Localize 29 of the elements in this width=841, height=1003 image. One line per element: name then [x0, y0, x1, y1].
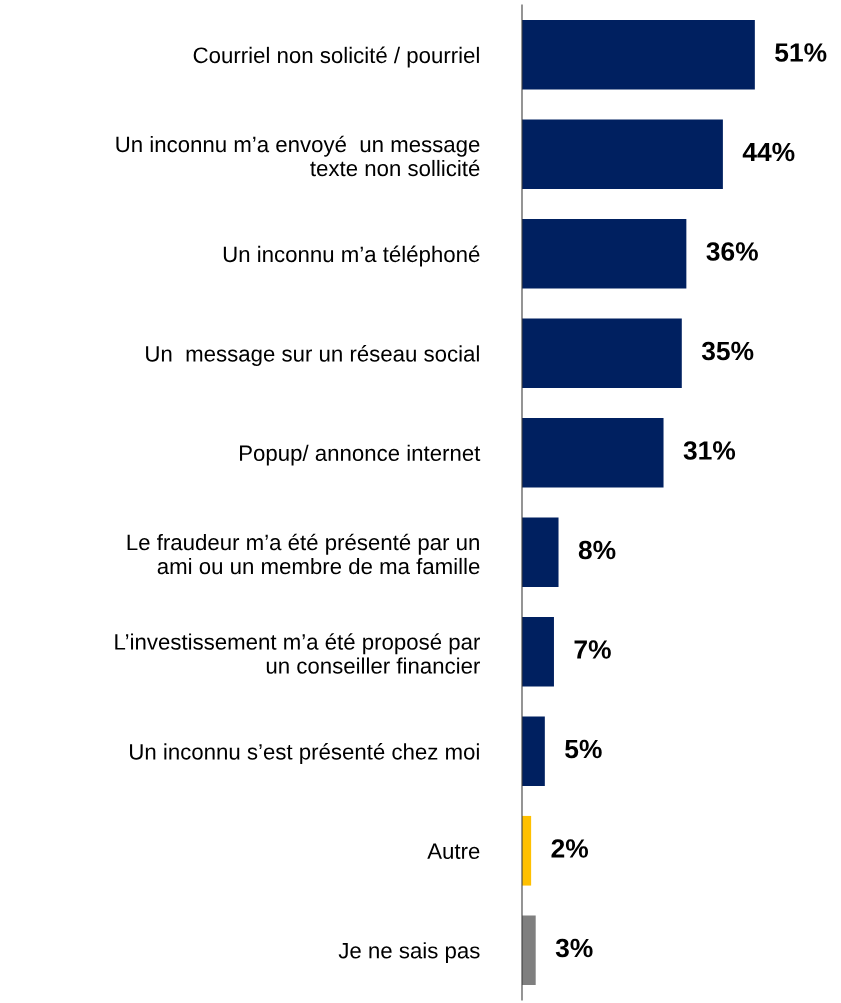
y-tick-label: L’investissement m’a été proposé par un conseiller financier	[115, 633, 480, 674]
data-label: 51%	[775, 43, 827, 62]
bar	[522, 616, 554, 687]
bar	[522, 318, 682, 389]
data-label: 44%	[742, 142, 795, 162]
data-label: 3%	[555, 938, 593, 958]
y-tick-label: Un message sur un réseau social	[146, 345, 479, 367]
y-tick-label: Courriel non solicité / pourriel	[193, 46, 479, 68]
data-label: 2%	[551, 839, 589, 858]
data-label: 31%	[683, 441, 736, 460]
bar	[522, 517, 559, 588]
y-tick-label: Un inconnu m’a téléphoné	[223, 245, 480, 267]
data-label: 35%	[701, 341, 754, 361]
y-tick-label: Je ne sais pas	[338, 942, 480, 963]
y-tick-label: Popup/ annonce internet	[240, 444, 481, 466]
bar	[522, 19, 755, 90]
y-tick-label: Un inconnu m’a envoyé un message texte non sollicité	[116, 135, 480, 177]
bar	[522, 119, 723, 190]
bar	[522, 417, 664, 488]
data-label: 36%	[706, 242, 758, 261]
bar	[522, 218, 687, 289]
bar	[522, 716, 545, 787]
data-label: 7%	[574, 640, 611, 659]
y-tick-label: Le fraudeur m’a été présenté par un ami ou un membre de ma famille	[127, 533, 480, 575]
bar	[522, 915, 536, 986]
y-tick-label: Autre	[427, 843, 480, 860]
data-label: 5%	[565, 739, 602, 759]
y-tick-label: Un inconnu s’est présenté chez moi	[130, 743, 479, 765]
data-label: 8%	[578, 540, 616, 560]
